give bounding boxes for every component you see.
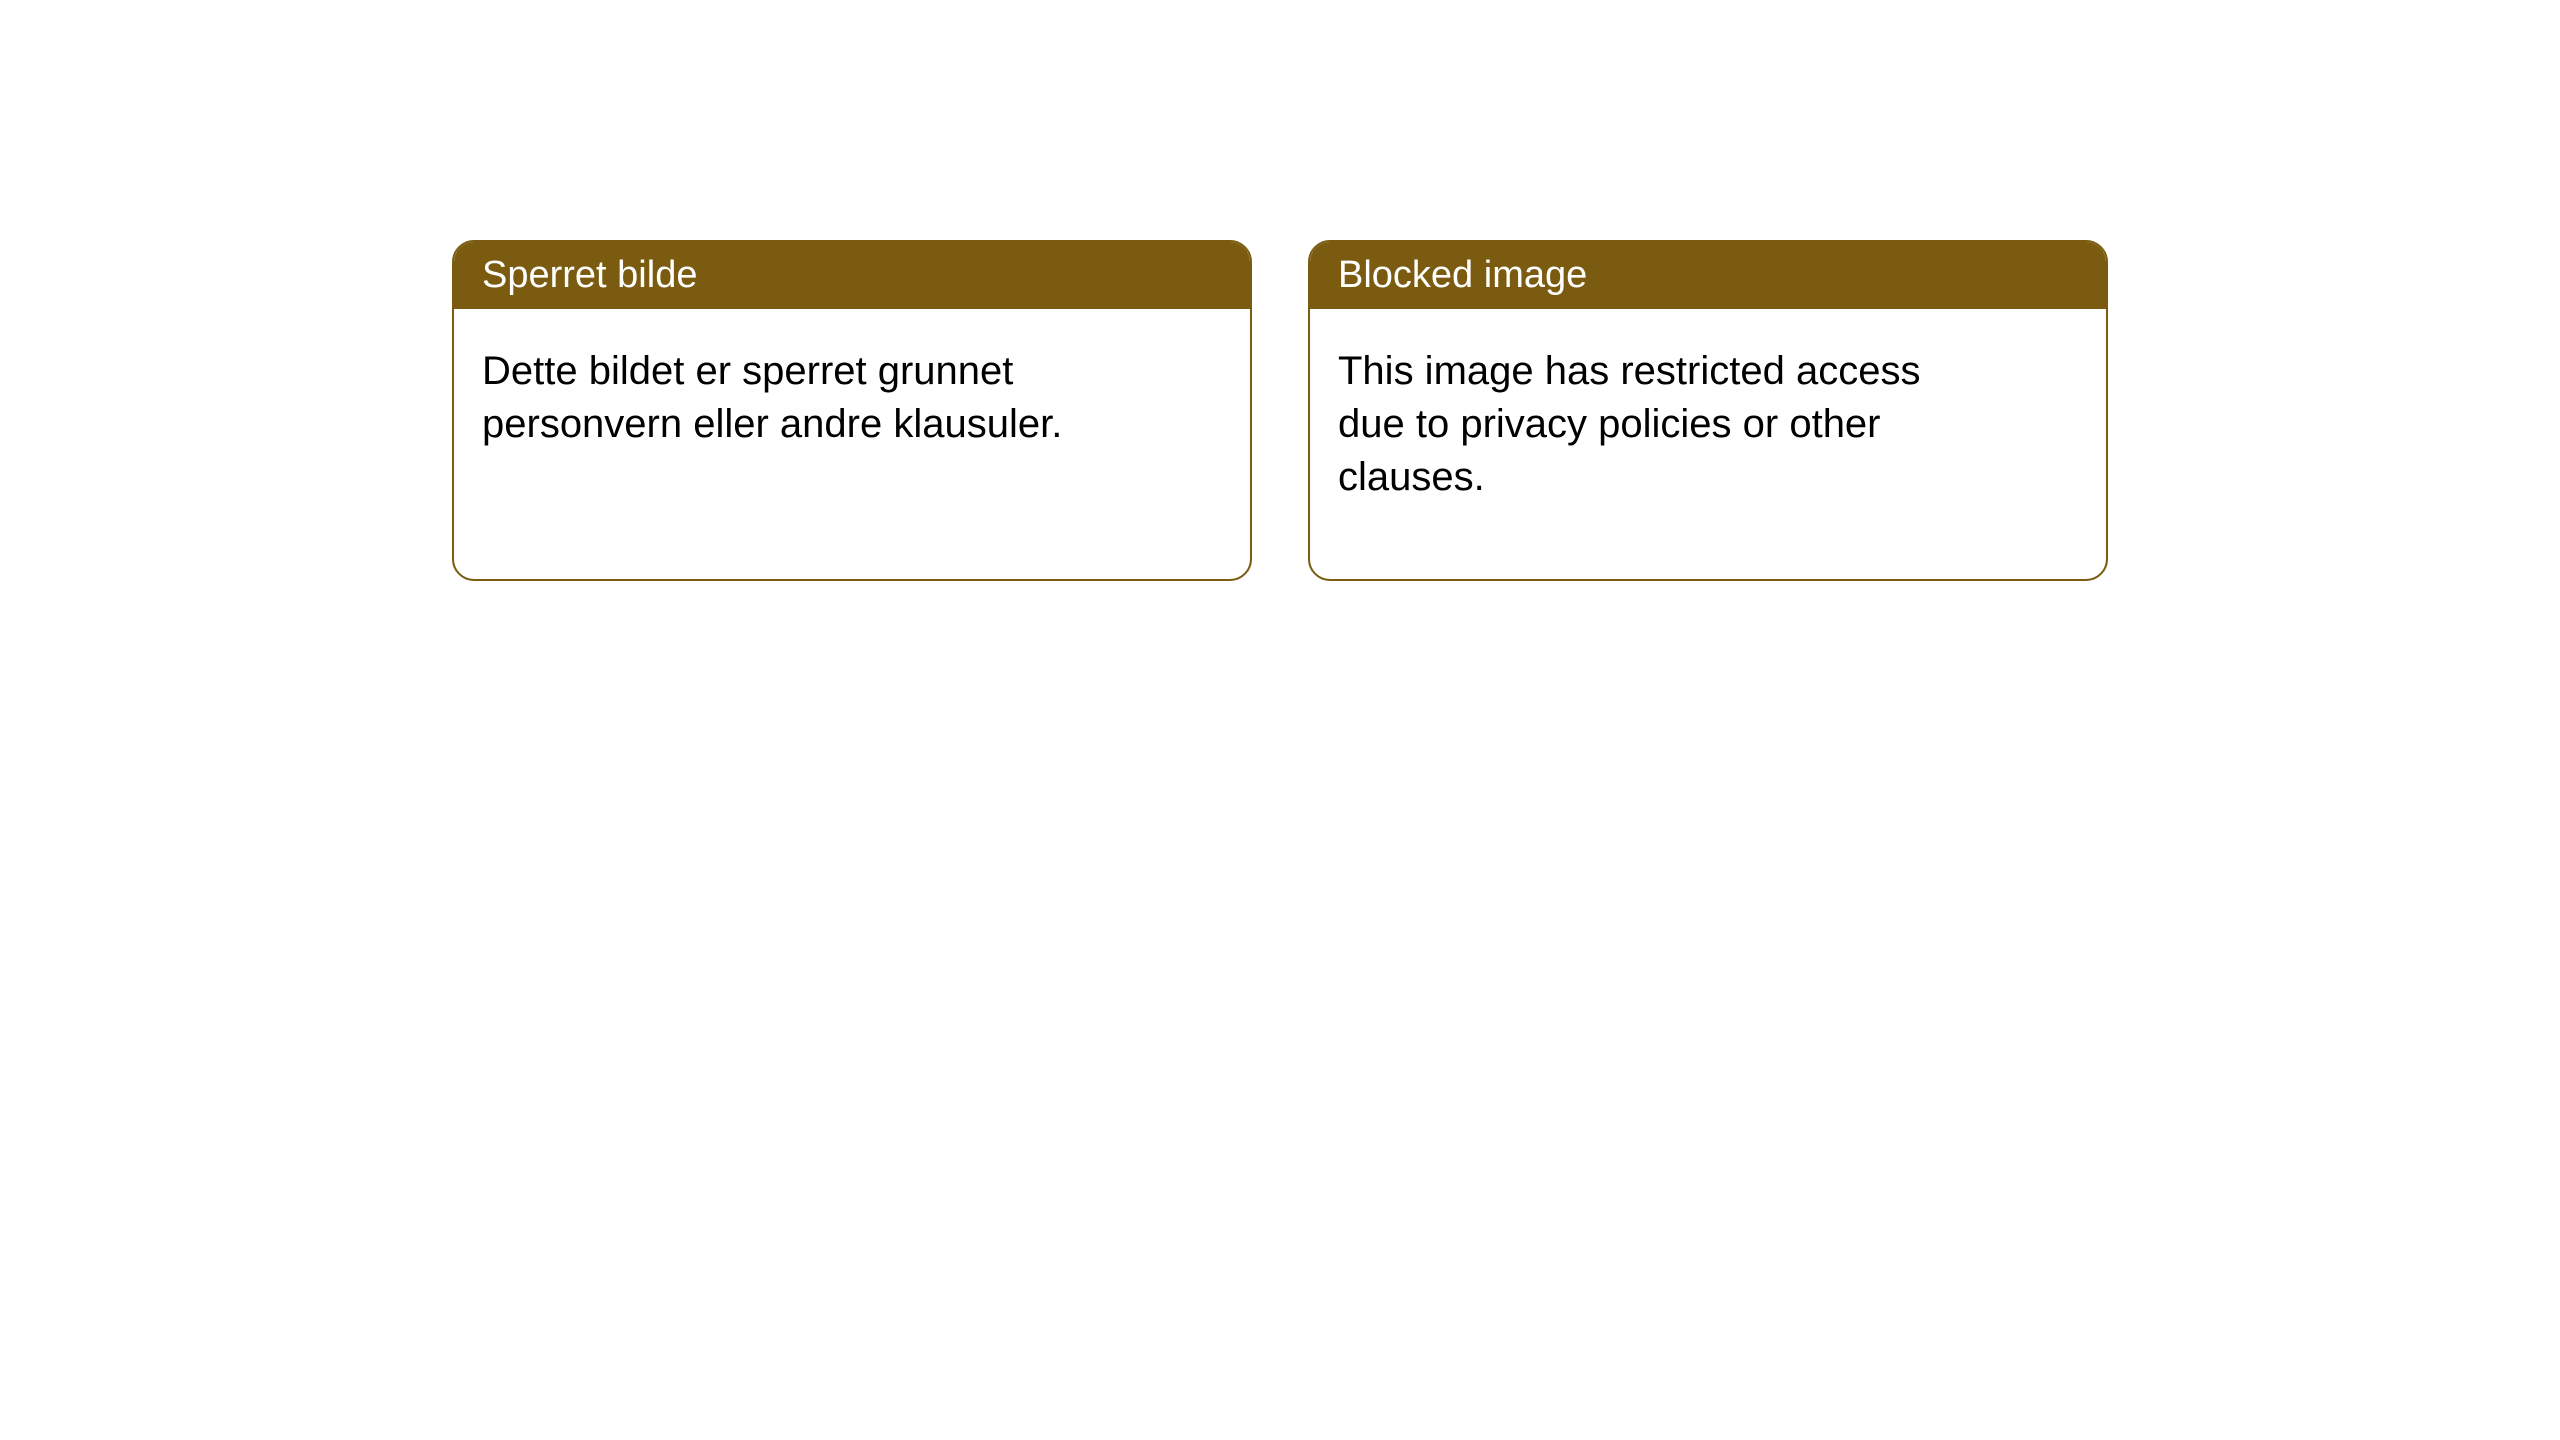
notice-card-body: Dette bildet er sperret grunnet personve…	[454, 309, 1250, 579]
notice-card-norwegian: Sperret bilde Dette bildet er sperret gr…	[452, 240, 1252, 581]
notice-card-message: This image has restricted access due to …	[1338, 345, 1978, 503]
notice-card-message: Dette bildet er sperret grunnet personve…	[482, 345, 1122, 451]
notice-card-header: Sperret bilde	[454, 242, 1250, 309]
notice-card-body: This image has restricted access due to …	[1310, 309, 2106, 579]
notice-cards-container: Sperret bilde Dette bildet er sperret gr…	[452, 240, 2108, 581]
notice-card-english: Blocked image This image has restricted …	[1308, 240, 2108, 581]
notice-card-title: Blocked image	[1338, 254, 1587, 296]
notice-card-title: Sperret bilde	[482, 254, 697, 296]
notice-card-header: Blocked image	[1310, 242, 2106, 309]
